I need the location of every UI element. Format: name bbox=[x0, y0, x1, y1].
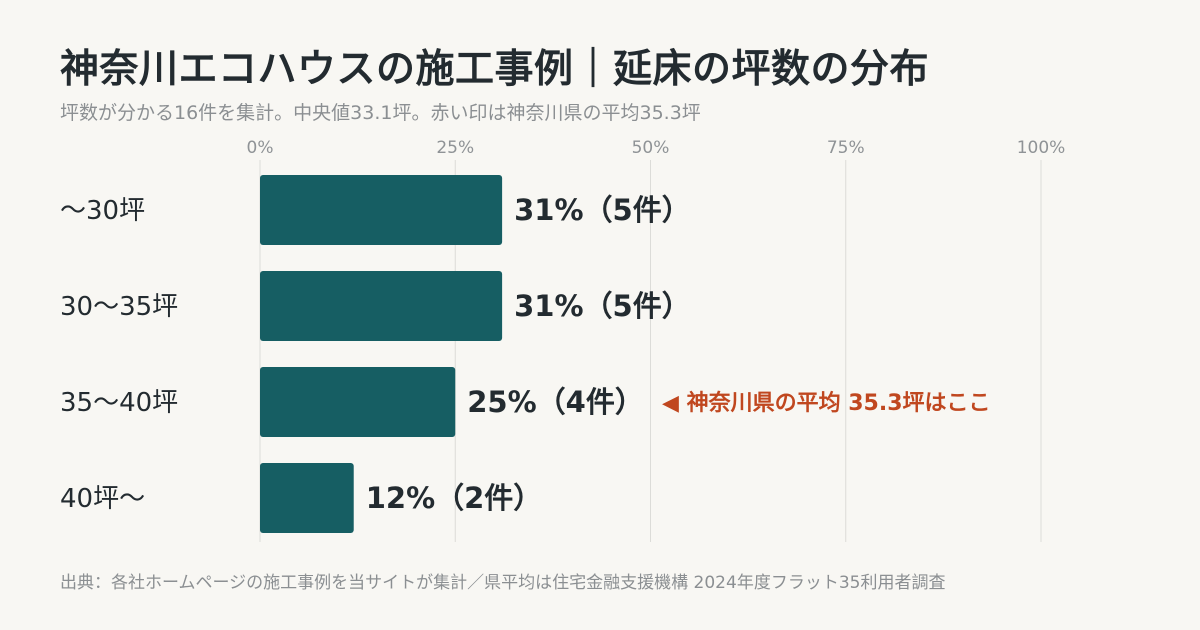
bar bbox=[260, 367, 456, 437]
category-label: 40坪〜 bbox=[60, 484, 145, 514]
bar bbox=[260, 271, 503, 341]
average-annotation: ◀ 神奈川県の平均 35.3坪はここ bbox=[662, 390, 991, 416]
x-tick-label: 75% bbox=[827, 138, 865, 158]
category-label: 〜30坪 bbox=[60, 196, 145, 226]
bar bbox=[260, 175, 503, 245]
chart-subtitle: 坪数が分かる16件を集計。中央値33.1坪。赤い印は神奈川県の平均35.3坪 bbox=[60, 102, 701, 124]
value-label: 25%（4件） bbox=[467, 385, 644, 419]
x-tick-label: 50% bbox=[632, 138, 670, 158]
x-tick-label: 100% bbox=[1017, 138, 1066, 158]
source-note: 出典：各社ホームページの施工事例を当サイトが集計／県平均は住宅金融支援機構 20… bbox=[60, 573, 946, 593]
value-label: 12%（2件） bbox=[366, 481, 543, 515]
category-label: 35〜40坪 bbox=[60, 388, 178, 418]
value-label: 31%（5件） bbox=[514, 193, 691, 227]
x-tick-label: 25% bbox=[436, 138, 474, 158]
chart-title: 神奈川エコハウスの施工事例｜延床の坪数の分布 bbox=[60, 47, 930, 92]
value-label: 31%（5件） bbox=[514, 289, 691, 323]
x-tick-label: 0% bbox=[247, 138, 274, 158]
category-label: 30〜35坪 bbox=[60, 292, 178, 322]
bar bbox=[260, 463, 354, 533]
